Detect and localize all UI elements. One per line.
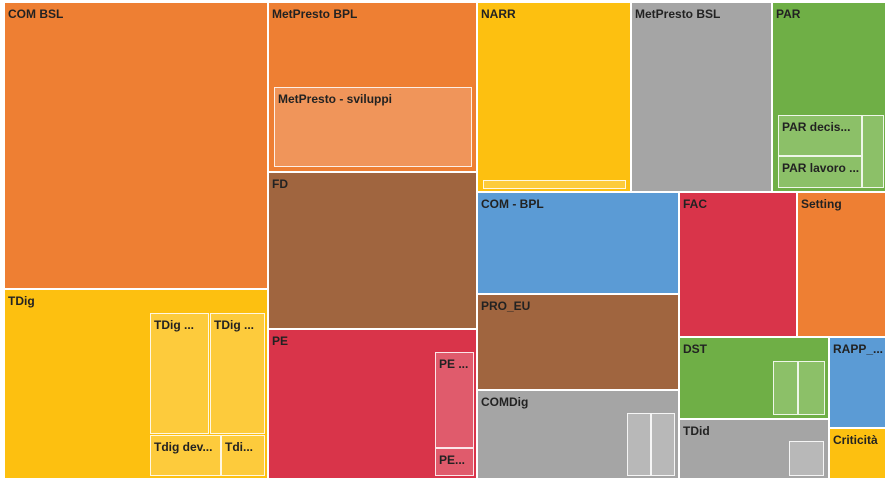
tile: COM - BPL bbox=[478, 193, 678, 293]
tile: COMDig bbox=[478, 391, 678, 478]
tile: Criticità bbox=[830, 429, 885, 478]
tile-label: FD bbox=[272, 177, 288, 191]
sub-tile: TDig ... bbox=[210, 313, 265, 434]
tile-label: DST bbox=[683, 342, 707, 356]
tile-label: PAR bbox=[776, 7, 801, 21]
sub-tile: PAR lavoro ... bbox=[778, 156, 862, 188]
tile-label: RAPP_... bbox=[833, 342, 884, 356]
tile: TDig TDig ... TDig ... Tdig dev... Tdi... bbox=[5, 290, 267, 478]
tile: PE PE ... PE... bbox=[269, 330, 476, 478]
tile-label: Tdig dev... bbox=[154, 440, 213, 454]
tile-label: PRO_EU bbox=[481, 299, 531, 313]
sub-tile bbox=[789, 441, 824, 476]
tile-label: COM BSL bbox=[8, 7, 64, 21]
sub-tile: PE... bbox=[435, 448, 474, 476]
sub-tile: PAR decis... bbox=[778, 115, 862, 156]
tile: DST bbox=[680, 338, 828, 418]
sub-tile: Tdi... bbox=[221, 435, 265, 476]
tile: TDid bbox=[680, 420, 828, 478]
tile-label: PE... bbox=[439, 453, 466, 467]
tile: PAR PAR decis... PAR lavoro ... bbox=[773, 3, 885, 191]
sub-tile bbox=[773, 361, 798, 415]
sub-tile: TDig ... bbox=[150, 313, 209, 434]
tile-label: PE bbox=[272, 334, 289, 348]
tile: FAC bbox=[680, 193, 796, 336]
sub-tile bbox=[483, 180, 626, 189]
tile-label: TDig ... bbox=[154, 318, 194, 332]
tile-label: Tdi... bbox=[225, 440, 253, 454]
tile-label: TDid bbox=[683, 424, 710, 438]
tile: PRO_EU bbox=[478, 295, 678, 389]
tile-label: MetPresto - sviluppi bbox=[278, 92, 393, 106]
tile: NARR bbox=[478, 3, 630, 191]
tile: COM BSL bbox=[5, 3, 267, 288]
tile-label: COMDig bbox=[481, 395, 529, 409]
tile-label: TDig bbox=[8, 294, 35, 308]
tile-label: COM - BPL bbox=[481, 197, 544, 211]
tile-label: MetPresto BSL bbox=[635, 7, 721, 21]
tile-label: NARR bbox=[481, 7, 516, 21]
sub-tile: PE ... bbox=[435, 352, 474, 448]
tile-label: TDig ... bbox=[214, 318, 254, 332]
sub-tile: Tdig dev... bbox=[150, 435, 221, 476]
sub-tile bbox=[651, 413, 675, 476]
tile-label: Setting bbox=[801, 197, 842, 211]
tile-label: PE ... bbox=[439, 357, 469, 371]
tile: FD bbox=[269, 173, 476, 328]
sub-tile bbox=[862, 115, 884, 188]
tile-label: PAR lavoro ... bbox=[782, 161, 860, 175]
sub-tile bbox=[798, 361, 825, 415]
tile: MetPresto BSL bbox=[632, 3, 771, 191]
tile-label: Criticità bbox=[833, 433, 878, 447]
tile: MetPresto BPL MetPresto - sviluppi bbox=[269, 3, 476, 171]
tile: RAPP_... bbox=[830, 338, 885, 427]
tile-label: FAC bbox=[683, 197, 707, 211]
tile-label: MetPresto BPL bbox=[272, 7, 358, 21]
tile-label: PAR decis... bbox=[782, 120, 851, 134]
sub-tile bbox=[627, 413, 651, 476]
sub-tile: MetPresto - sviluppi bbox=[274, 87, 472, 167]
tile: Setting bbox=[798, 193, 885, 336]
